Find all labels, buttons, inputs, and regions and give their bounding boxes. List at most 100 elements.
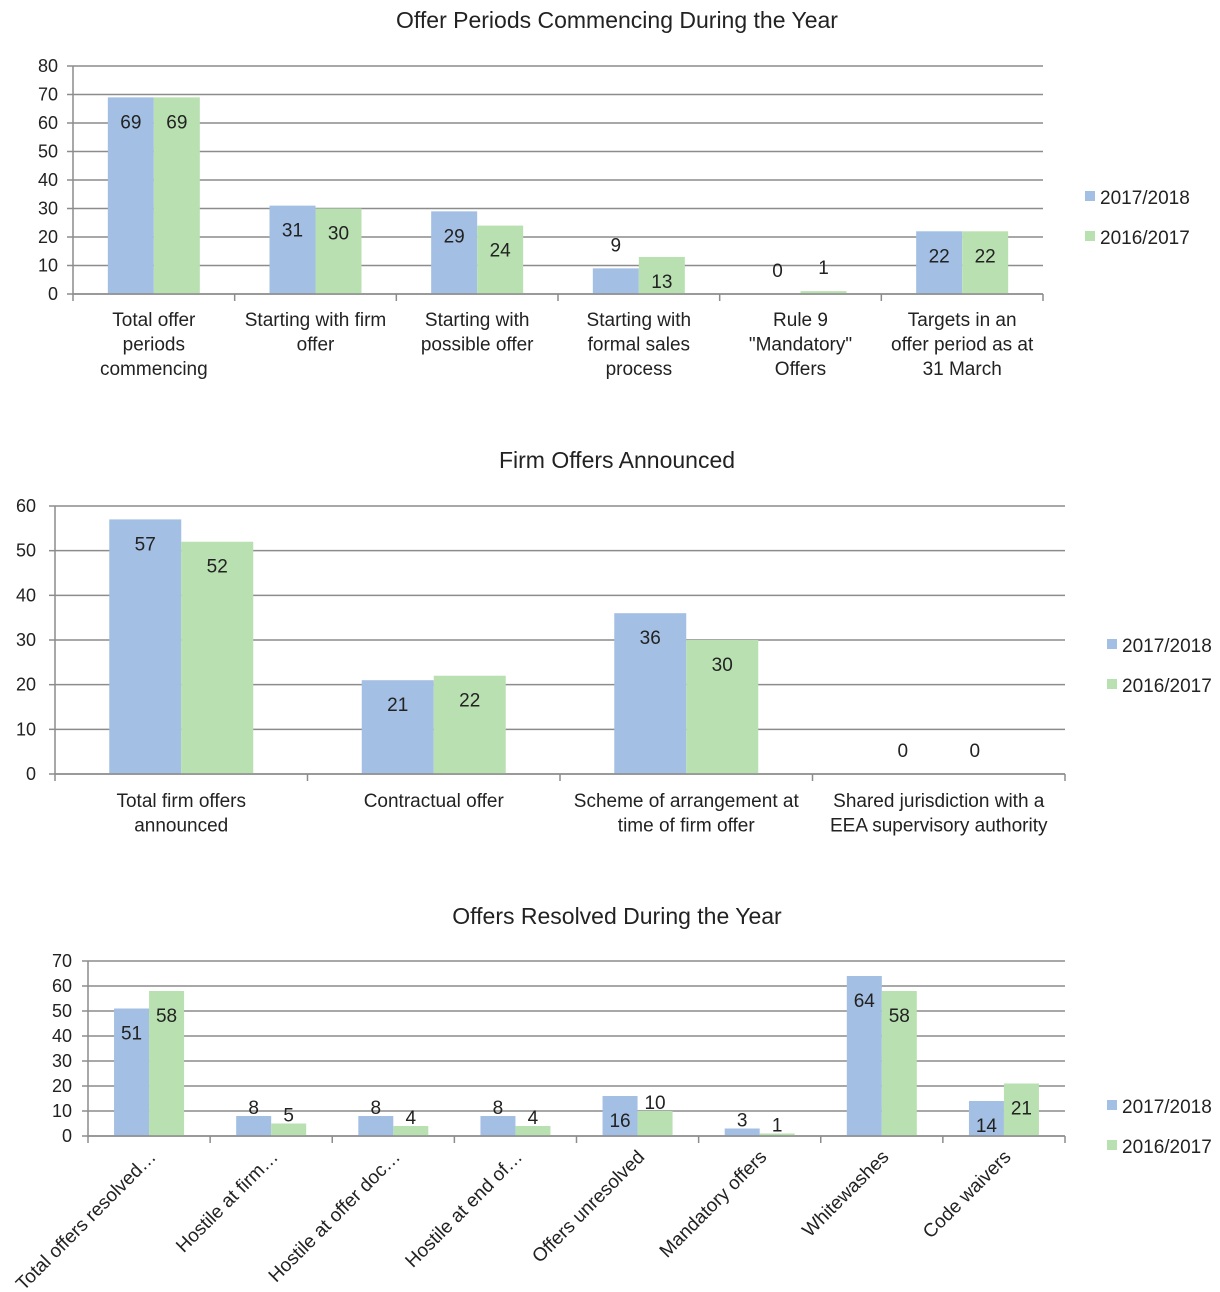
bar-2016-2017 xyxy=(393,1126,429,1136)
data-label: 36 xyxy=(640,628,661,649)
data-label: 58 xyxy=(156,1006,177,1027)
data-label: 14 xyxy=(976,1116,998,1137)
bar-2016-2017 xyxy=(433,675,506,774)
chart-3: Offers Resolved During the Year 0 10 20 30 40… xyxy=(12,903,1212,1292)
x-category-label: Code waivers xyxy=(919,1147,1015,1243)
x-category-label: Hostile at offer doc… xyxy=(265,1147,405,1287)
bar-2017-2018 xyxy=(968,1101,1004,1136)
data-label: 69 xyxy=(120,112,141,133)
y-tick-label: 80 xyxy=(38,56,58,76)
data-label: 1 xyxy=(772,1116,783,1137)
x-category-label: Targets in an offer period as at 31 March xyxy=(891,310,1034,380)
y-tick-label: 0 xyxy=(26,764,36,784)
data-label: 57 xyxy=(135,534,156,555)
data-label: 30 xyxy=(328,224,349,245)
bar-2017-2018 xyxy=(614,613,687,774)
data-label: 1 xyxy=(818,258,829,279)
data-label: 24 xyxy=(490,241,512,262)
y-tick-label: 10 xyxy=(52,1101,72,1121)
legend-label: 2017/2018 xyxy=(1122,1097,1212,1118)
x-category-label: Hostile at firm… xyxy=(172,1147,282,1257)
data-label: 31 xyxy=(282,221,303,242)
bar-2016-2017 xyxy=(149,991,185,1136)
y-tick-label: 60 xyxy=(38,113,58,133)
y-tick-label: 20 xyxy=(52,1076,72,1096)
bar-2017-2018 xyxy=(114,1008,150,1136)
legend-label: 2016/2017 xyxy=(1100,228,1190,249)
bar-2017-2018 xyxy=(916,231,963,294)
bar-2017-2018 xyxy=(431,211,478,294)
data-label: 22 xyxy=(459,691,480,712)
data-label: 16 xyxy=(609,1111,630,1132)
bar-2017-2018 xyxy=(602,1096,638,1136)
data-label: 51 xyxy=(121,1024,142,1045)
data-label: 0 xyxy=(897,741,908,762)
bar-2016-2017 xyxy=(800,291,847,294)
bar-2017-2018 xyxy=(236,1116,272,1136)
data-label: 30 xyxy=(712,655,733,676)
data-label: 5 xyxy=(283,1106,294,1127)
x-category-label: Mandatory offers xyxy=(656,1147,771,1262)
bar-2017-2018 xyxy=(269,205,316,294)
bar-2016-2017 xyxy=(686,640,759,774)
chart-title: Firm Offers Announced xyxy=(499,447,735,473)
y-tick-label: 30 xyxy=(52,1051,72,1071)
data-label: 13 xyxy=(651,272,672,293)
bar-2016-2017 xyxy=(637,1111,673,1136)
data-label: 8 xyxy=(493,1098,504,1119)
x-category-label: Hostile at end of… xyxy=(402,1147,527,1272)
bar-2016-2017 xyxy=(962,231,1009,294)
y-tick-label: 20 xyxy=(16,675,36,695)
data-label: 10 xyxy=(644,1093,665,1114)
y-tick-label: 60 xyxy=(16,496,36,516)
data-label: 0 xyxy=(969,741,980,762)
legend-label: 2017/2018 xyxy=(1100,188,1190,209)
chart-2: Firm Offers Announced 0 10 20 30 40 50 60 57 52 To… xyxy=(16,447,1212,837)
bar-2017-2018 xyxy=(109,519,182,774)
bar-2017-2018 xyxy=(724,1128,760,1136)
y-tick-label: 60 xyxy=(52,976,72,996)
x-category-label: Starting with possible offer xyxy=(421,310,534,356)
y-tick-label: 0 xyxy=(62,1126,72,1146)
y-tick-label: 50 xyxy=(38,142,58,162)
x-category-label: Contractual offer xyxy=(364,791,505,812)
data-label: 64 xyxy=(854,991,876,1012)
y-tick-label: 50 xyxy=(52,1001,72,1021)
bar-2017-2018 xyxy=(358,1116,394,1136)
legend-swatch xyxy=(1085,231,1095,241)
legend-swatch xyxy=(1107,1100,1117,1110)
y-tick-label: 30 xyxy=(38,199,58,219)
x-category-label: Starting with firm offer xyxy=(245,310,386,356)
legend-swatch xyxy=(1085,191,1095,201)
x-category-label: Offers unresolved xyxy=(528,1147,649,1268)
data-label: 8 xyxy=(371,1098,382,1119)
data-label: 4 xyxy=(406,1108,417,1129)
y-tick-label: 50 xyxy=(16,541,36,561)
x-category-label: Total offer periods commencing xyxy=(100,310,208,380)
chart-title: Offers Resolved During the Year xyxy=(452,903,782,929)
x-category-label: Starting with formal sales process xyxy=(587,310,692,380)
y-tick-label: 70 xyxy=(52,951,72,971)
x-category-label: Total offers resolved… xyxy=(12,1147,160,1292)
chart-1: Offer Periods Commencing During the Year… xyxy=(38,7,1190,380)
y-tick-label: 70 xyxy=(38,85,58,105)
legend-label: 2016/2017 xyxy=(1122,676,1212,697)
x-category-label: Whitewashes xyxy=(799,1147,894,1242)
data-label: 52 xyxy=(207,557,228,578)
x-category-label: Rule 9 "Mandatory" Offers xyxy=(749,310,852,380)
bar-2016-2017 xyxy=(1003,1083,1039,1136)
bar-2016-2017 xyxy=(315,208,362,294)
data-label: 9 xyxy=(611,235,622,256)
x-category-label: Shared jurisdiction with a EEA supervisor… xyxy=(830,791,1048,837)
x-category-label: Scheme of arrangement at time of firm off… xyxy=(574,791,800,837)
legend-swatch xyxy=(1107,639,1117,649)
data-label: 22 xyxy=(929,246,950,267)
data-label: 22 xyxy=(975,246,996,267)
y-tick-label: 40 xyxy=(38,170,58,190)
bar-2016-2017 xyxy=(271,1123,307,1136)
data-label: 69 xyxy=(166,112,187,133)
data-label: 21 xyxy=(387,695,408,716)
legend-label: 2016/2017 xyxy=(1122,1137,1212,1158)
y-tick-label: 30 xyxy=(16,630,36,650)
